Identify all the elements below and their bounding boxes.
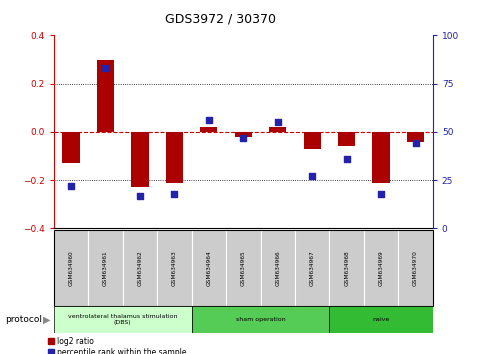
Text: GSM634961: GSM634961 <box>103 250 108 286</box>
Bar <box>200 127 217 132</box>
Text: ▶: ▶ <box>42 314 50 325</box>
Bar <box>62 132 80 163</box>
Text: sham operation: sham operation <box>235 317 285 322</box>
Bar <box>372 132 389 183</box>
Text: GSM634962: GSM634962 <box>137 250 142 286</box>
Point <box>273 119 281 125</box>
Bar <box>191 230 225 306</box>
Text: GSM634967: GSM634967 <box>309 250 314 286</box>
Bar <box>122 230 157 306</box>
Legend: log2 ratio, percentile rank within the sample: log2 ratio, percentile rank within the s… <box>48 337 186 354</box>
Bar <box>303 132 320 149</box>
Text: GSM634966: GSM634966 <box>275 250 280 286</box>
Point <box>204 118 212 123</box>
Point <box>170 191 178 196</box>
Bar <box>329 230 363 306</box>
Text: GSM634965: GSM634965 <box>240 250 245 286</box>
Text: GDS3972 / 30370: GDS3972 / 30370 <box>164 12 275 25</box>
Point <box>376 191 384 196</box>
Bar <box>88 230 122 306</box>
Point <box>67 183 75 189</box>
Bar <box>294 230 329 306</box>
Text: GSM634963: GSM634963 <box>171 250 177 286</box>
Point <box>411 141 419 146</box>
Bar <box>131 132 148 187</box>
Bar <box>157 230 191 306</box>
Point <box>307 173 315 179</box>
Point <box>136 193 143 198</box>
Bar <box>225 230 260 306</box>
Text: protocol: protocol <box>5 315 42 324</box>
Bar <box>329 306 432 333</box>
Bar <box>260 230 294 306</box>
Text: naive: naive <box>372 317 389 322</box>
Text: ventrolateral thalamus stimulation
(DBS): ventrolateral thalamus stimulation (DBS) <box>68 314 177 325</box>
Bar <box>398 230 432 306</box>
Bar <box>234 132 251 137</box>
Bar <box>97 59 114 132</box>
Bar <box>363 230 398 306</box>
Bar <box>337 132 354 146</box>
Point <box>239 135 246 141</box>
Text: GSM634968: GSM634968 <box>344 250 348 286</box>
Text: GSM634969: GSM634969 <box>378 250 383 286</box>
Text: GSM634960: GSM634960 <box>68 250 73 286</box>
Point <box>342 156 350 162</box>
Text: GSM634964: GSM634964 <box>206 250 211 286</box>
Bar <box>406 132 423 142</box>
Bar <box>165 132 183 183</box>
Bar <box>268 127 286 132</box>
Bar <box>54 306 191 333</box>
Text: GSM634970: GSM634970 <box>412 250 417 286</box>
Point <box>102 65 109 71</box>
Bar <box>54 230 88 306</box>
Bar <box>191 306 329 333</box>
